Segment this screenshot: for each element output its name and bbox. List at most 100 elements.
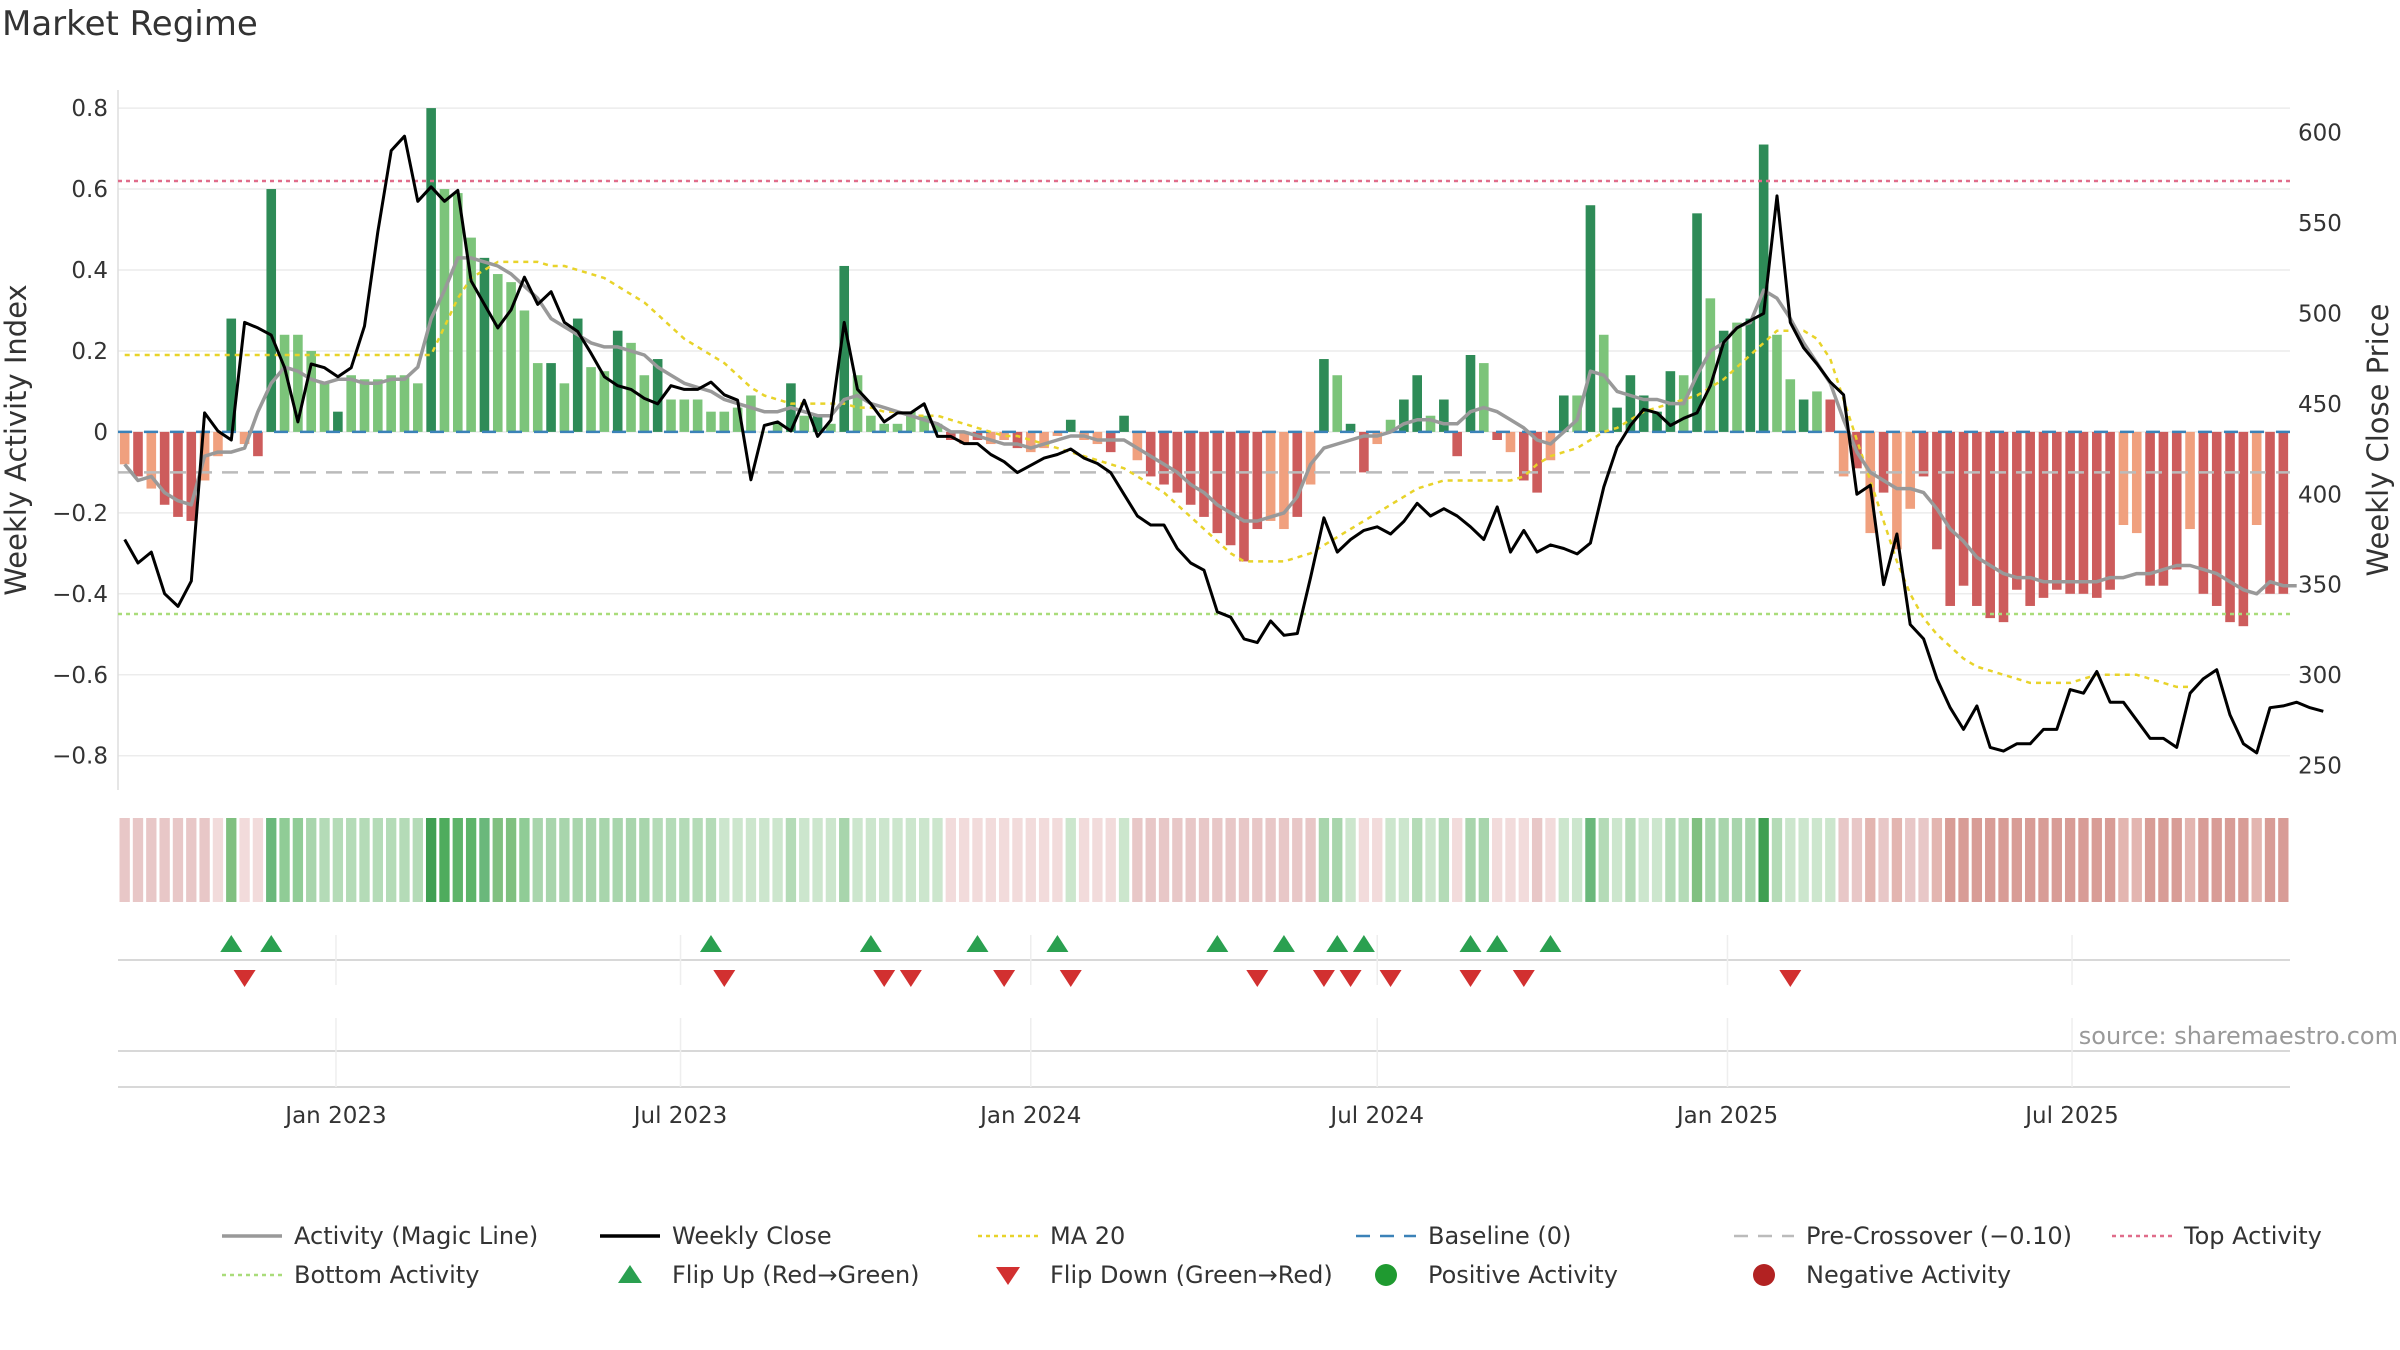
regime-strip-cell [692,818,703,902]
flip-up-marker [1459,935,1482,952]
y-left-tick-label: 0.8 [71,96,108,122]
flip-down-marker [1312,970,1335,987]
regime-strip-cell [1905,818,1916,902]
legend-label: Baseline (0) [1428,1222,1571,1250]
regime-strip-cell [132,818,144,902]
y-left-tick-label: 0 [93,420,108,446]
regime-strip-cell [2091,818,2102,902]
activity-bar [1558,395,1569,432]
regime-strip-cell [2051,818,2062,902]
regime-strip-cell [545,818,557,902]
regime-strip-cell [465,818,477,902]
activity-bar [586,367,596,432]
legend-item: Top Activity [2112,1222,2322,1250]
regime-strip-cell [1598,818,1609,902]
legend-label: Bottom Activity [294,1261,479,1289]
regime-strip-cell [625,818,637,902]
activity-bar [1332,375,1343,432]
flip-down-marker [713,970,736,987]
activity-bar [2038,431,2049,598]
regime-strip-cell [226,818,237,902]
regime-strip-cell [2238,818,2249,902]
activity-bar [452,193,463,432]
activity-bar [1159,431,1169,485]
activity-bar [466,237,476,432]
regime-strip-cell [2158,818,2169,902]
regime-strip-cell [292,818,304,902]
regime-strip-cell [559,818,570,902]
regime-strip-cell [1851,818,1863,902]
regime-strip-cell [1452,818,1463,902]
regime-strip-cell [652,818,663,902]
legend-item: Activity (Magic Line) [222,1222,538,1250]
weekly-close-line [123,134,2324,755]
y-left-tick-label: 0.4 [71,258,108,284]
regime-strip-cell [1478,818,1489,902]
activity-bar [2145,431,2155,586]
regime-strip-cell [772,818,783,902]
regime-strip-cell [1438,818,1450,902]
legend-label: Flip Up (Red→Green) [672,1261,920,1289]
activity-bar [626,342,636,432]
x-tick-label: Jan 2025 [1675,1103,1778,1129]
regime-strip-cell [1971,818,1983,902]
legend-swatch [1375,1264,1397,1286]
y-left-tick-label: −0.2 [52,501,108,527]
y-right-tick-label: 450 [2298,392,2342,418]
activity-bar [2265,431,2275,594]
regime-strip-cell [1465,818,1476,902]
activity-bar [1092,431,1103,445]
regime-strip-cell [1718,818,1729,902]
activity-bar [1185,431,1196,505]
regime-strip-cell [172,818,184,902]
ma20-line [124,260,2191,689]
y-left-axis-title: Weekly Activity Index [0,284,33,595]
regime-strip-cell [998,818,1010,902]
flip-down-marker [873,970,896,987]
regime-strip-cell [532,818,543,902]
activity-bar [1905,431,1916,509]
regime-strip-cell [2104,818,2116,902]
regime-strip-cell [1865,818,1876,902]
activity-bar [346,375,356,432]
activity-bar [1265,431,1276,521]
legend-label: Top Activity [2183,1222,2322,1250]
regime-strip-cell [279,818,290,902]
regime-strip-cell [1078,818,1090,902]
activity-bar [1065,419,1076,432]
activity-bar [1372,431,1383,445]
regime-strip-cell [1891,818,1903,902]
activity-bar [732,407,743,432]
regime-strip-cell [1412,818,1423,902]
y-right-tick-label: 550 [2298,211,2342,237]
y-right-tick-label: 500 [2298,301,2342,327]
regime-strip-cell [1678,818,1689,902]
regime-strip-cell [2078,818,2089,902]
y-left-tick-label: 0.2 [71,339,108,365]
flip-down-marker [233,970,256,987]
activity-bar [532,363,543,432]
legend-label: Flip Down (Green→Red) [1050,1261,1333,1289]
activity-bar [1598,334,1609,432]
activity-bar [2225,431,2235,623]
activity-bar [852,375,863,432]
page-title: Market Regime [2,4,258,44]
regime-strip-cell [1212,818,1223,902]
regime-strip-cell [386,818,397,902]
activity-bar [426,108,436,432]
flip-up-marker [1326,935,1349,952]
activity-bar [1985,431,1995,619]
regime-strip-cell [1358,818,1370,902]
regime-strip-cell [1012,818,1023,902]
y-right-tick-label: 350 [2298,573,2342,599]
flip-down-marker [1779,970,1802,987]
regime-strip-cell [825,818,837,902]
regime-strip-cell [2038,818,2049,902]
activity-bar [2078,431,2089,594]
legend-item: Weekly Close [600,1222,832,1250]
activity-bar [759,431,770,433]
y-right-tick-label: 300 [2298,663,2342,689]
x-tick-label: Jul 2025 [2023,1103,2119,1129]
regime-strip-cell [1038,818,1050,902]
flip-up-marker [220,935,243,952]
